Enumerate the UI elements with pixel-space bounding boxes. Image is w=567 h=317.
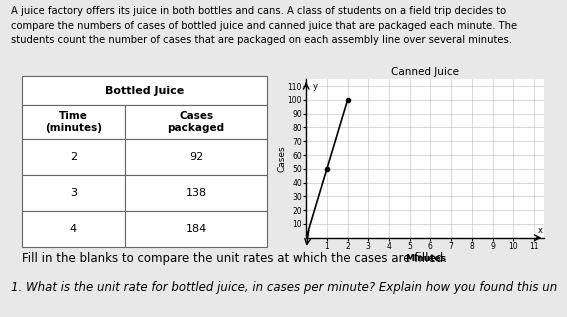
Text: x: x bbox=[538, 226, 543, 235]
Bar bbox=[125, 139, 267, 175]
Text: 2: 2 bbox=[70, 152, 77, 162]
Text: 3: 3 bbox=[70, 188, 77, 198]
Text: 92: 92 bbox=[189, 152, 203, 162]
Text: A juice factory offers its juice in both bottles and cans. A class of students o: A juice factory offers its juice in both… bbox=[11, 6, 518, 45]
Text: 138: 138 bbox=[185, 188, 206, 198]
Bar bbox=[125, 211, 267, 247]
Bar bbox=[22, 175, 125, 211]
Text: Time
(minutes): Time (minutes) bbox=[45, 112, 102, 133]
Text: 4: 4 bbox=[70, 224, 77, 234]
Text: 184: 184 bbox=[185, 224, 207, 234]
Y-axis label: Cases: Cases bbox=[277, 145, 286, 172]
Bar bbox=[22, 105, 125, 139]
X-axis label: Minutes: Minutes bbox=[405, 254, 446, 263]
Text: Cases
packaged: Cases packaged bbox=[167, 112, 225, 133]
Title: Canned Juice: Canned Juice bbox=[391, 67, 459, 77]
Bar bbox=[22, 76, 267, 105]
Text: y: y bbox=[312, 82, 318, 91]
Text: Fill in the blanks to compare the unit rates at which the cases are filled.: Fill in the blanks to compare the unit r… bbox=[22, 252, 447, 265]
Text: Bottled Juice: Bottled Juice bbox=[105, 86, 184, 96]
Text: 1. What is the unit rate for bottled juice, in cases per minute? Explain how you: 1. What is the unit rate for bottled jui… bbox=[11, 281, 557, 294]
Bar bbox=[125, 175, 267, 211]
Bar bbox=[125, 105, 267, 139]
Bar bbox=[22, 139, 125, 175]
Bar bbox=[22, 211, 125, 247]
